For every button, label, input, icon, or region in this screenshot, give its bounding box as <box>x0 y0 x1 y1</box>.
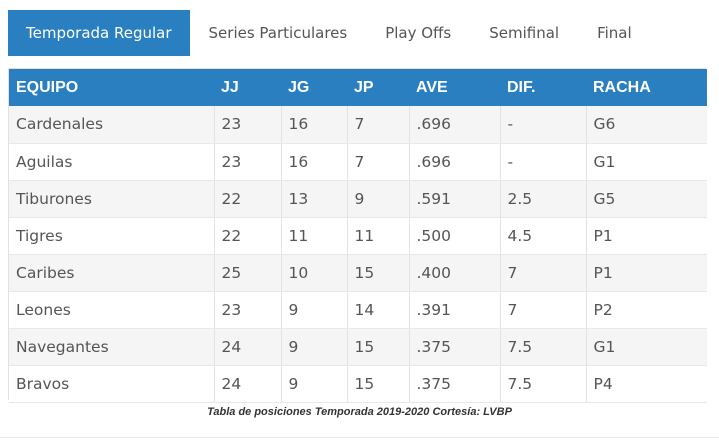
jg-cell: 9 <box>281 365 348 403</box>
tab-series-particulares[interactable]: Series Particulares <box>208 24 348 42</box>
ave-cell: .696 <box>409 143 501 181</box>
table-row: Cardenales 23 16 7.696- G6 <box>9 106 707 144</box>
jj-cell: 22 <box>214 180 282 218</box>
table-caption: Tabla de posiciones Temporada 2019-2020 … <box>207 406 512 418</box>
jj-cell: 24 <box>214 328 282 366</box>
racha-cell: P4 <box>586 365 707 403</box>
ave-cell: .696 <box>409 106 501 144</box>
dif-cell: 7 <box>500 291 587 329</box>
ave-cell: .400 <box>409 254 501 292</box>
jp-cell: 15 <box>347 365 410 403</box>
jp-cell: 15 <box>347 254 410 292</box>
ave-cell: .500 <box>409 217 501 255</box>
tab-temporada-regular[interactable]: Temporada Regular <box>8 10 190 56</box>
equipo-cell: Cardenales <box>9 106 215 144</box>
racha-cell: G5 <box>586 180 707 218</box>
jp-cell: 11 <box>347 217 410 255</box>
jg-cell: 9 <box>281 328 348 366</box>
jj-cell: 23 <box>214 106 282 144</box>
standings-table: EQUIPO JJ JG JP AVE DIF. RACHA Cardenale… <box>9 69 707 403</box>
dif-cell: 2.5 <box>500 180 587 218</box>
tab-bar: Temporada Regular Series Particulares Pl… <box>8 10 651 56</box>
ave-cell: .375 <box>409 365 501 403</box>
equipo-cell: Aguilas <box>9 143 215 181</box>
jp-cell: 15 <box>347 328 410 366</box>
dif-cell: 7 <box>500 254 587 292</box>
standings-table-card: EQUIPO JJ JG JP AVE DIF. RACHA Cardenale… <box>8 68 707 403</box>
header-dif[interactable]: DIF. <box>507 78 536 96</box>
jg-cell: 13 <box>281 180 348 218</box>
jg-cell: 10 <box>281 254 348 292</box>
ave-cell: .591 <box>409 180 501 218</box>
dif-cell: 7.5 <box>500 365 587 403</box>
table-row: Tiburones 22 13 9.591 2.5 G5 <box>9 180 707 218</box>
jp-cell: 7 <box>347 143 410 181</box>
racha-cell: G1 <box>586 328 707 366</box>
header-racha[interactable]: RACHA <box>593 78 651 96</box>
header-jg[interactable]: JG <box>288 78 310 96</box>
racha-cell: P1 <box>586 217 707 255</box>
jj-cell: 24 <box>214 365 282 403</box>
jj-cell: 22 <box>214 217 282 255</box>
table-row: Leones 23 9 14.391 7 P2 <box>9 291 707 329</box>
tab-semifinal[interactable]: Semifinal <box>489 24 560 42</box>
header-jj[interactable]: JJ <box>221 78 239 96</box>
ave-cell: .391 <box>409 291 501 329</box>
equipo-cell: Caribes <box>9 254 215 292</box>
racha-cell: G6 <box>586 106 707 144</box>
jj-cell: 23 <box>214 291 282 329</box>
table-row: Aguilas 23 16 7.696- G1 <box>9 143 707 181</box>
header-jp[interactable]: JP <box>354 78 374 96</box>
dif-cell: 7.5 <box>500 328 587 366</box>
tab-final[interactable]: Final <box>597 24 632 42</box>
jp-cell: 9 <box>347 180 410 218</box>
table-header-row: EQUIPO JJ JG JP AVE DIF. RACHA <box>9 69 707 106</box>
equipo-cell: Tigres <box>9 217 215 255</box>
jg-cell: 16 <box>281 106 348 144</box>
equipo-cell: Bravos <box>9 365 215 403</box>
equipo-cell: Tiburones <box>9 180 215 218</box>
divider <box>0 437 719 438</box>
jg-cell: 9 <box>281 291 348 329</box>
table-row: Bravos 24 9 15.375 7.5 P4 <box>9 365 707 403</box>
table-row: Navegantes 24 9 15.375 7.5 G1 <box>9 328 707 366</box>
equipo-cell: Leones <box>9 291 215 329</box>
jp-cell: 7 <box>347 106 410 144</box>
dif-cell: - <box>500 106 587 144</box>
ave-cell: .375 <box>409 328 501 366</box>
jj-cell: 25 <box>214 254 282 292</box>
header-equipo[interactable]: EQUIPO <box>16 78 79 96</box>
jg-cell: 16 <box>281 143 348 181</box>
header-ave[interactable]: AVE <box>416 78 448 96</box>
dif-cell: - <box>500 143 587 181</box>
jg-cell: 11 <box>281 217 348 255</box>
table-row: Caribes 25 10 15.400 7 P1 <box>9 254 707 292</box>
dif-cell: 4.5 <box>500 217 587 255</box>
racha-cell: G1 <box>586 143 707 181</box>
table-row: Tigres 22 11 11.500 4.5 P1 <box>9 217 707 255</box>
tab-play-offs[interactable]: Play Offs <box>385 24 452 42</box>
jj-cell: 23 <box>214 143 282 181</box>
equipo-cell: Navegantes <box>9 328 215 366</box>
racha-cell: P2 <box>586 291 707 329</box>
jp-cell: 14 <box>347 291 410 329</box>
racha-cell: P1 <box>586 254 707 292</box>
table-body: Cardenales 23 16 7.696- G6 Aguilas 23 16 7.696- G… <box>9 106 707 403</box>
